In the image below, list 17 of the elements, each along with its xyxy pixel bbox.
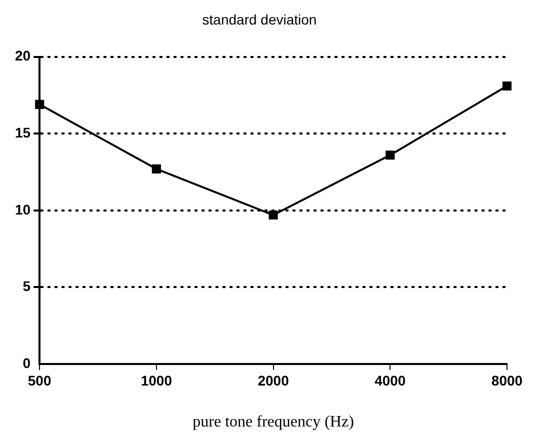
- chart-title: standard deviation: [202, 11, 317, 28]
- x-tick-label: 2000: [258, 372, 290, 388]
- y-tick-label: 5: [22, 278, 31, 294]
- point: [386, 150, 395, 160]
- x-tick-label: 4000: [374, 372, 406, 388]
- y-tick-label: 0: [22, 354, 31, 371]
- point: [35, 100, 44, 109]
- x-tick-label: 500: [28, 372, 52, 388]
- y-tick-label: 20: [14, 48, 31, 64]
- point: [268, 210, 278, 220]
- x-tick-label: 1000: [140, 372, 172, 388]
- y-tick-label: 15: [14, 124, 31, 140]
- x-tick-label: 8000: [491, 372, 523, 388]
- point: [152, 164, 161, 174]
- point: [502, 81, 512, 91]
- y-tick-label: 10: [14, 201, 31, 218]
- x-axis-title: pure tone frequency (Hz): [192, 414, 354, 431]
